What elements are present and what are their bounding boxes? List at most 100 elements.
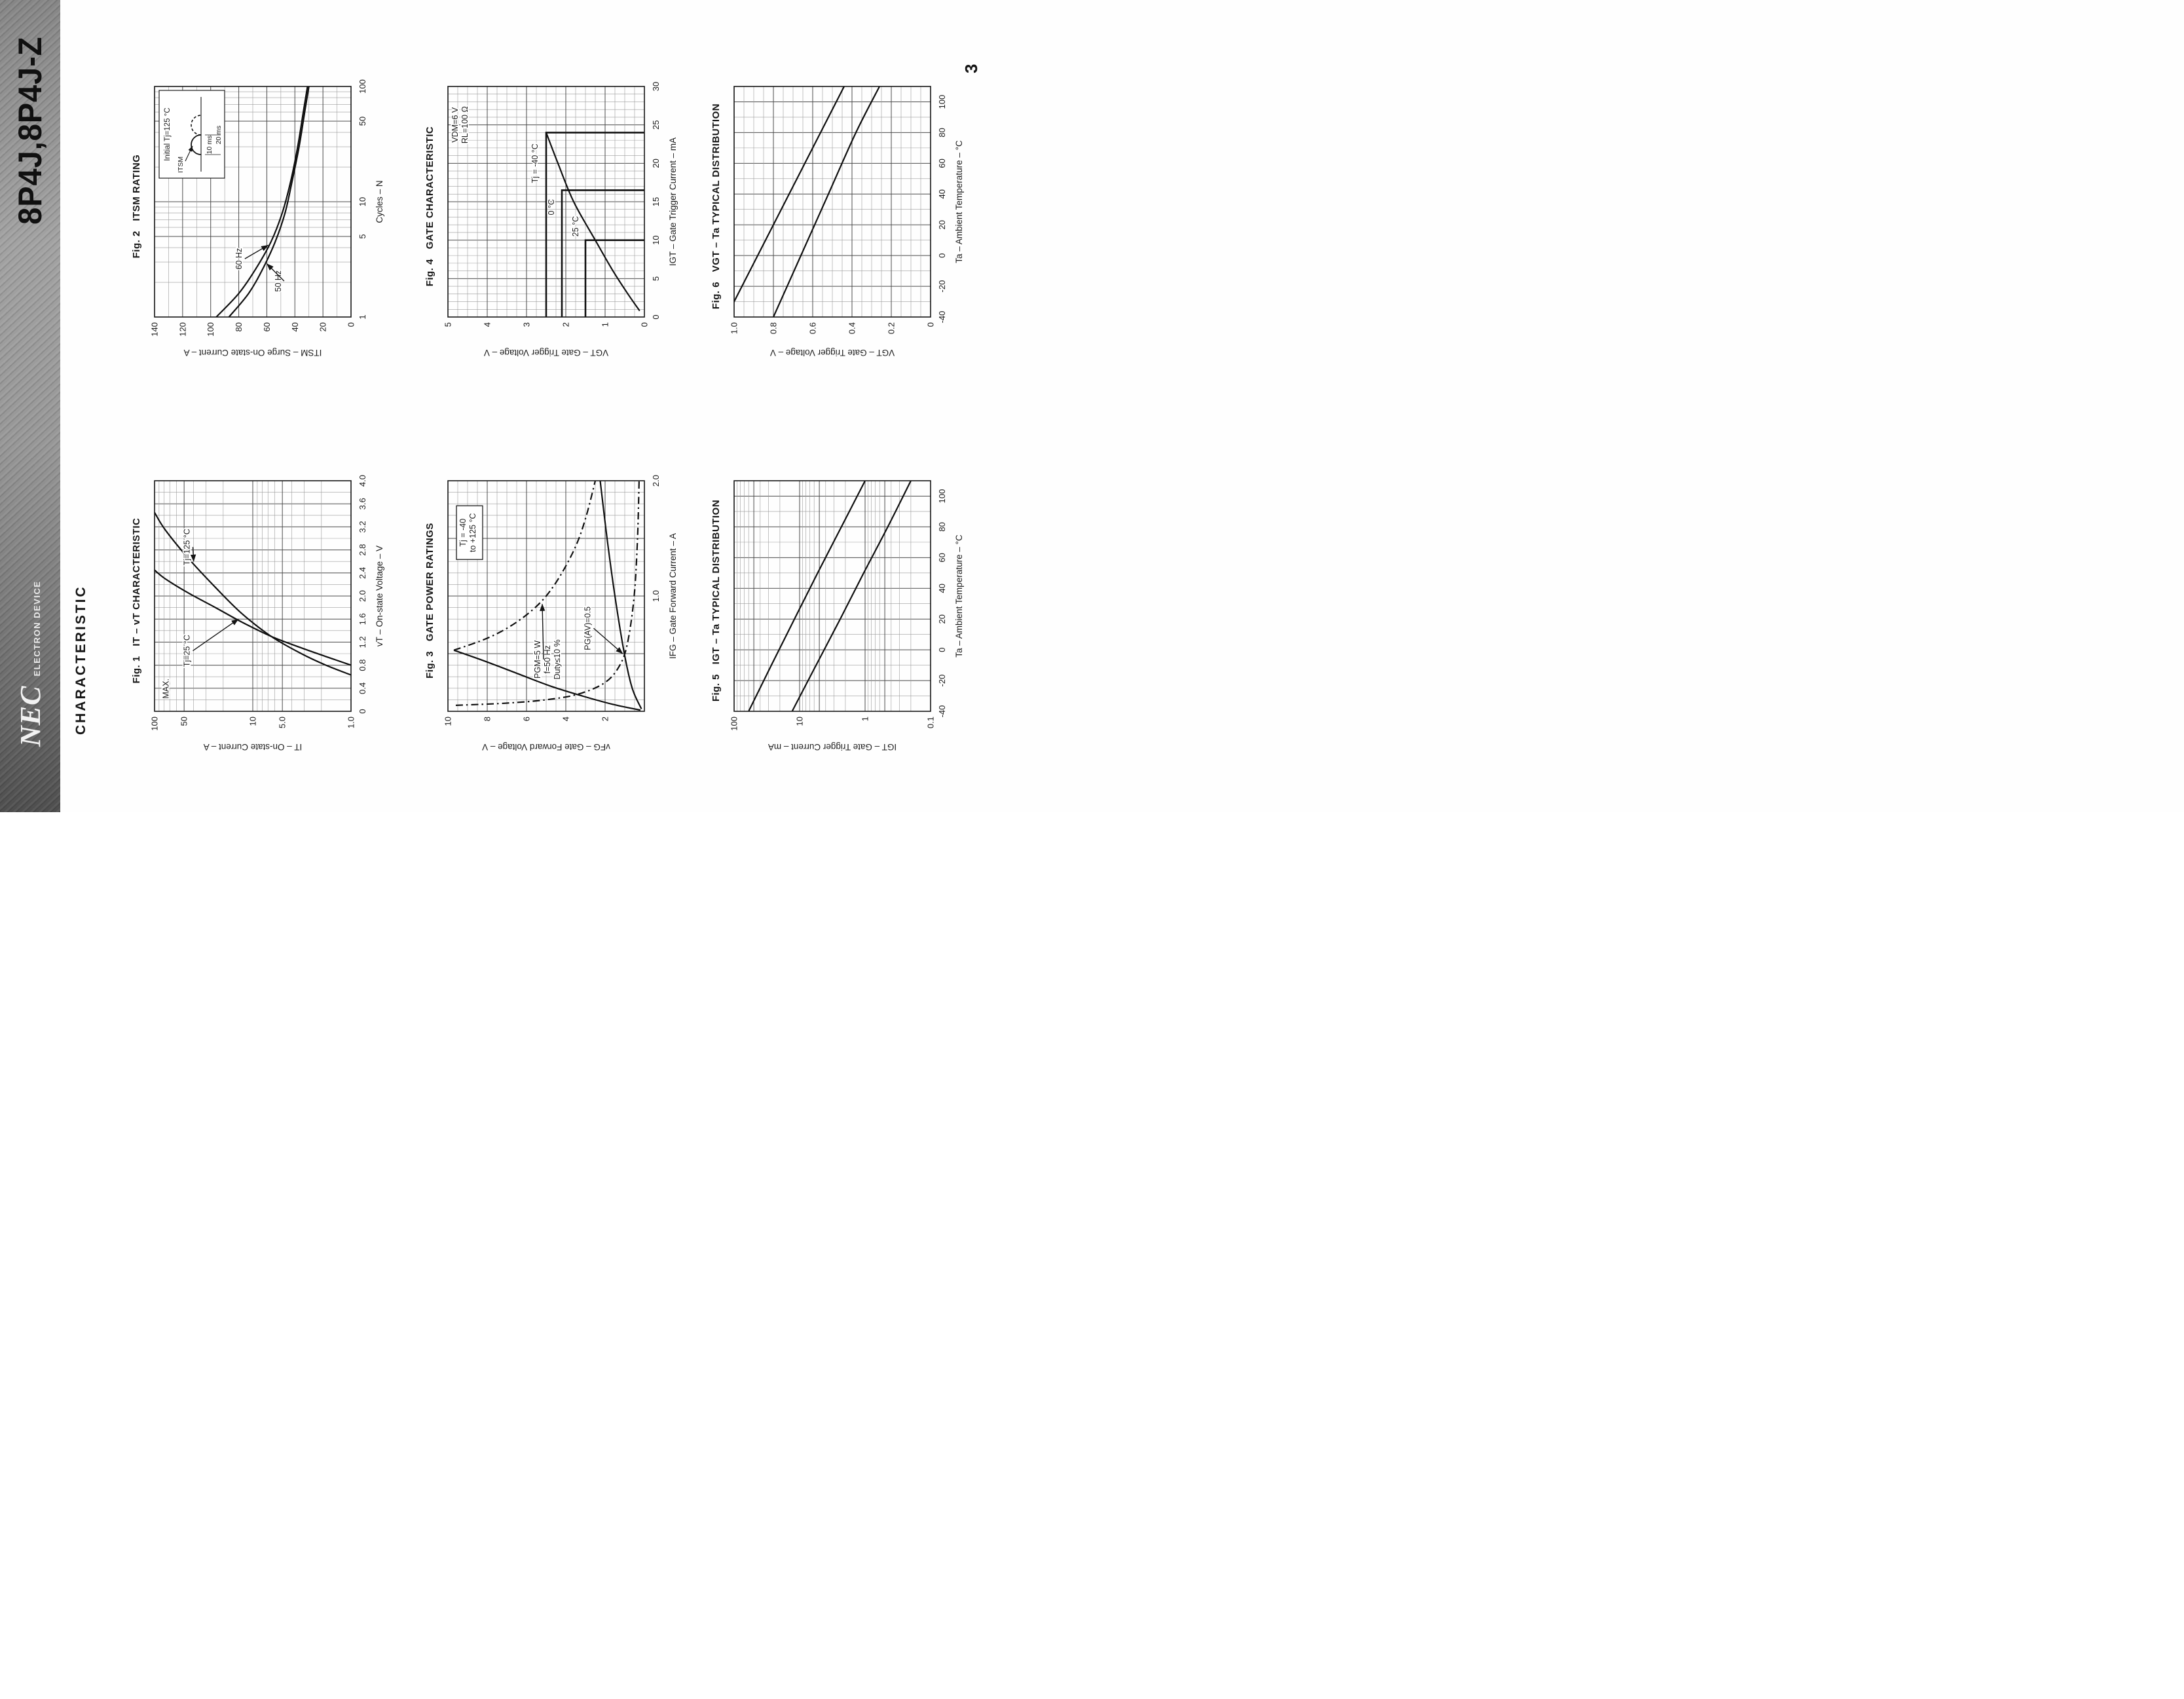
- figure-1-caption: IT – vT CHARACTERISTIC: [131, 517, 142, 646]
- x-tick-label: 0.8: [358, 660, 367, 671]
- plot-border: [733, 86, 931, 318]
- y-tick-label: 80: [234, 322, 244, 331]
- x-tick-label: 40: [937, 189, 947, 198]
- annotation: MAX.: [161, 679, 170, 699]
- svg-text:Initial Tj=125 °C: Initial Tj=125 °C: [164, 107, 172, 160]
- chart-canvas-2: 1 5 10 50 100 0 20 40 60 80 100 120 140 Cycles – N ITS…: [150, 79, 385, 358]
- x-tick-label: 0.4: [358, 682, 367, 694]
- plot-border: [154, 480, 352, 712]
- x-tick-label: 15: [651, 197, 661, 206]
- x-tick-label: 20: [651, 159, 661, 168]
- x-tick-label: 1: [358, 314, 367, 319]
- svg-text:ITSM: ITSM: [177, 157, 185, 173]
- curve-gate characteristic min: [599, 481, 642, 709]
- x-tick-label: 1.6: [358, 613, 367, 625]
- y-axis-title: IT – On-state Current – A: [204, 742, 303, 752]
- x-axis-title: vT – On-state Voltage – V: [375, 546, 384, 646]
- x-tick-label: 2.8: [358, 544, 367, 556]
- y-tick-label: 100: [730, 717, 739, 731]
- y-tick-label: 5: [443, 322, 453, 327]
- region-label: Tj = -40 °C: [530, 143, 540, 183]
- header-strip: NEC ELECTRON DEVICE 8P4J,8P4J-Z: [0, 0, 60, 812]
- figure-1-number: Fig. 1: [131, 656, 142, 684]
- y-axis-title: ITSM – Surge On-state Current – A: [184, 348, 322, 358]
- y-tick-label: 140: [150, 322, 160, 337]
- y-tick-label: 8: [483, 717, 492, 721]
- y-tick-label: 100: [206, 322, 215, 337]
- x-tick-label: 10: [358, 197, 367, 206]
- page-heading: CHARACTERISTIC: [73, 585, 88, 735]
- y-tick-label: 0: [346, 322, 356, 327]
- chart-canvas-6: -40 -20 0 20 40 60 80 100 0 0.2 0.4 0.6 0.8 1.0 Ta – A…: [730, 86, 964, 358]
- plot-border: [447, 480, 645, 712]
- x-tick-label: 60: [937, 553, 947, 562]
- curve-gate trigger characteristic: [545, 132, 640, 312]
- nec-logo: NEC ELECTRON DEVICE: [14, 581, 47, 747]
- x-axis-title: Ta – Ambient Temperature – °C: [954, 534, 964, 658]
- y-tick-label: 50: [179, 717, 189, 726]
- curve-Tj=125°C: [155, 512, 351, 676]
- x-tick-label: 0: [358, 709, 367, 713]
- figure-2-caption: ITSM RATING: [131, 154, 142, 221]
- y-tick-label: 1.0: [346, 717, 356, 728]
- x-tick-label: 0: [937, 648, 947, 652]
- figure-3-chart: 1.0 2.0 2 4 6 8 10 IFG – Gate Forward Current –…: [441, 447, 690, 755]
- y-tick-label: 3: [522, 322, 532, 327]
- datasheet-page: NEC ELECTRON DEVICE 8P4J,8P4J-Z CHARACTE…: [0, 0, 2184, 812]
- curve-distribution max: [734, 86, 845, 317]
- x-tick-label: 5: [358, 234, 367, 238]
- x-tick-label: 3.2: [358, 521, 367, 532]
- x-tick-label: 1.2: [358, 636, 367, 648]
- x-axis-title: Ta – Ambient Temperature – °C: [954, 140, 964, 263]
- annotation: PG(AV)=0.5: [583, 607, 593, 650]
- x-tick-label: 25: [651, 120, 661, 129]
- annotation: Tj = -40to +125 °C: [458, 513, 477, 552]
- curve-distribution max: [748, 481, 866, 711]
- y-tick-label: 10: [443, 717, 453, 726]
- annotation: Tj=125 °C: [182, 529, 191, 565]
- x-tick-label: 100: [937, 95, 947, 109]
- x-tick-label: 0: [651, 314, 661, 319]
- surge-pulse-1: [191, 134, 202, 155]
- figure-3-caption: GATE POWER RATINGS: [424, 523, 435, 642]
- x-tick-label: 2.0: [358, 590, 367, 602]
- curve-60 Hz: [215, 86, 308, 317]
- part-number: 8P4J,8P4J-Z: [12, 36, 48, 225]
- figure-5-caption: IGT – Ta TYPICAL DISTRIBUTION: [711, 499, 722, 665]
- figure-1-title: Fig. 1 IT – vT CHARACTERISTIC: [131, 447, 148, 755]
- annotation: PGM=5 Wf=50 HzDuty≤10 %: [533, 639, 562, 679]
- trigger-region: [561, 189, 644, 317]
- svg-text:10 ms: 10 ms: [206, 136, 213, 155]
- curve-gate characteristic max: [453, 649, 641, 711]
- x-tick-label: 4.0: [358, 475, 367, 487]
- y-tick-label: 0: [926, 322, 936, 327]
- y-axis-title: VGT – Gate Trigger Voltage – V: [770, 348, 895, 358]
- y-tick-label: 0.4: [847, 322, 857, 334]
- x-tick-label: 100: [937, 489, 947, 504]
- x-tick-label: 3.6: [358, 498, 367, 510]
- y-tick-label: 20: [318, 322, 328, 331]
- figure-2-number: Fig. 2: [131, 231, 142, 259]
- x-tick-label: -40: [937, 311, 947, 324]
- figure-4: Fig. 4 GATE CHARACTERISTIC 0 5 10 15 20 25 30 0…: [424, 52, 690, 360]
- curve-Tj=25°C: [155, 569, 351, 666]
- x-tick-label: 5: [651, 276, 661, 281]
- x-tick-label: -40: [937, 705, 947, 718]
- y-tick-label: 10: [248, 717, 258, 726]
- x-tick-label: 30: [651, 82, 661, 91]
- figure-2-chart: 1 5 10 50 100 0 20 40 60 80 100 120 140 Cycles – N ITS…: [148, 52, 397, 360]
- x-tick-label: 2.0: [651, 475, 661, 487]
- x-tick-label: 20: [937, 220, 947, 229]
- x-axis-title: Cycles – N: [375, 180, 384, 223]
- y-axis-title: VGT – Gate Trigger Voltage – V: [484, 348, 608, 358]
- figure-4-caption: GATE CHARACTERISTIC: [424, 126, 435, 250]
- y-axis-title: IGT – Gate Trigger Current – mA: [768, 742, 897, 752]
- y-tick-label: 0.6: [808, 322, 818, 334]
- figure-6: Fig. 6 VGT – Ta TYPICAL DISTRIBUTION -40…: [711, 52, 976, 360]
- x-tick-label: 80: [937, 128, 947, 137]
- grid: [733, 480, 931, 712]
- y-tick-label: 1: [601, 322, 610, 327]
- x-tick-label: 60: [937, 159, 947, 168]
- y-tick-label: 10: [795, 717, 805, 726]
- y-tick-label: 1.0: [730, 322, 739, 334]
